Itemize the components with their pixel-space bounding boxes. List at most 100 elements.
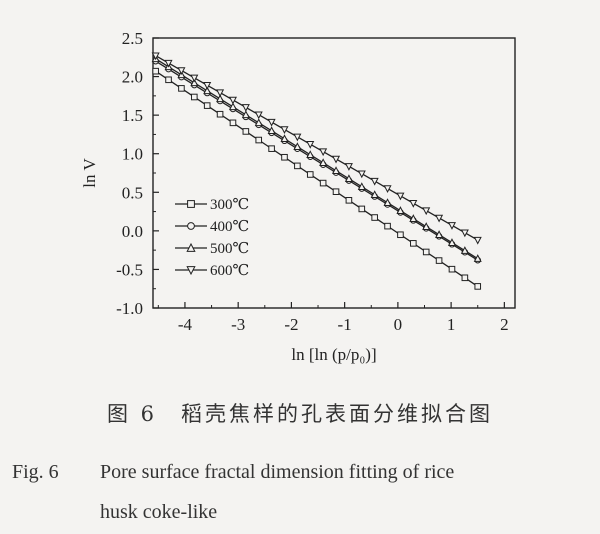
data-point (332, 188, 340, 195)
y-tick-label: 2.5 (122, 29, 143, 48)
x-tick-label: 0 (394, 315, 403, 334)
data-point (319, 179, 327, 187)
data-point (190, 74, 199, 83)
x-tick-label: -1 (338, 315, 352, 334)
x-tick-label: 2 (500, 315, 509, 334)
data-point (383, 185, 392, 193)
data-point (332, 155, 341, 164)
data-point (448, 265, 456, 273)
y-tick-label: -1.0 (116, 299, 143, 318)
data-point (319, 148, 328, 157)
data-point (371, 214, 378, 221)
legend-label: 300℃ (210, 197, 249, 213)
data-point (384, 222, 391, 230)
legend-label: 400℃ (210, 219, 249, 235)
data-point (228, 96, 237, 105)
legend-marker (186, 242, 196, 252)
data-point (281, 153, 288, 161)
data-point (267, 118, 276, 127)
y-tick-label: 2.0 (122, 68, 143, 87)
data-point (358, 205, 366, 213)
x-tick-label: -2 (284, 315, 298, 334)
caption-english: Fig. 6 Pore surface fractal dimension fit… (12, 452, 590, 532)
data-point (435, 230, 444, 238)
data-point (357, 170, 366, 179)
data-point (280, 126, 289, 134)
data-point (151, 52, 160, 61)
caption-english-line-1: Pore surface fractal dimension fitting o… (100, 461, 455, 483)
data-point (280, 134, 289, 143)
data-point (203, 86, 212, 95)
data-point (152, 67, 159, 75)
data-point (178, 85, 185, 92)
data-point (460, 246, 469, 254)
x-tick-label: 1 (447, 315, 456, 334)
data-point (293, 133, 302, 142)
data-point (332, 166, 341, 175)
data-point (422, 222, 431, 230)
data-point (460, 229, 469, 238)
data-point (294, 162, 301, 170)
legend-label: 500℃ (210, 241, 249, 257)
data-point (267, 126, 276, 135)
data-point (345, 197, 353, 204)
data-point (473, 236, 482, 245)
data-point (447, 238, 456, 246)
y-axis-label: ln V (80, 158, 99, 188)
data-point (203, 102, 211, 109)
data-point (383, 198, 392, 206)
data-point (319, 158, 328, 167)
data-point (473, 254, 482, 262)
data-point (306, 150, 315, 159)
x-tick-label: -3 (231, 315, 245, 334)
data-point (228, 102, 237, 111)
data-point (447, 222, 456, 230)
y-tick-label: 0.5 (122, 183, 143, 202)
caption-chinese: 图 6 稻壳焦样的孔表面分维拟合图 (106, 402, 494, 426)
data-point (396, 206, 405, 214)
data-point (293, 142, 302, 151)
data-point (177, 67, 186, 75)
data-point (422, 207, 431, 216)
data-point (203, 81, 212, 90)
chart: -4 -3 -2 -1 0 1 2 2.5 2.0 1.5 1.0 0.5 0.0 -0.5 -1.0 ln … (80, 29, 516, 364)
plot-area: -4 -3 -2 -1 0 1 2 2.5 2.0 1.5 1.0 0.5 0.0 -0.5 -1.0 ln … (80, 29, 516, 364)
legend-marker (186, 266, 196, 276)
data-point (370, 190, 379, 198)
legend-marker (187, 200, 195, 208)
data-point (357, 182, 366, 191)
data-point (461, 274, 469, 282)
data-point (165, 76, 172, 84)
data-point (190, 78, 199, 87)
data-point (474, 283, 482, 290)
data-point (216, 89, 225, 98)
y-tick-label: 1.0 (122, 145, 143, 164)
data-point (306, 140, 315, 149)
data-point (422, 248, 430, 256)
data-point (255, 136, 263, 144)
caption-figure-number: Fig. 6 (12, 461, 59, 483)
data-point (216, 110, 224, 118)
y-tick-label: 0.0 (122, 222, 143, 241)
legend-marker (187, 222, 195, 230)
data-point (410, 240, 417, 247)
data-point (242, 128, 250, 135)
data-point (409, 199, 418, 208)
data-point (396, 192, 405, 201)
data-point (164, 59, 173, 68)
caption-english-line-2: husk coke-like (100, 501, 218, 523)
series-line (155, 60, 479, 261)
data-point (306, 171, 314, 178)
y-tick-label: -0.5 (116, 260, 143, 279)
data-point (241, 104, 250, 112)
data-point (435, 214, 444, 223)
x-axis-label: ln [ln (p/p₀)] (291, 345, 376, 364)
data-point (229, 119, 237, 127)
data-point (344, 174, 353, 183)
data-point (254, 118, 263, 127)
data-point (409, 214, 418, 222)
x-tick-label: -4 (178, 315, 193, 334)
data-point (216, 94, 225, 103)
data-point (254, 111, 263, 120)
legend-label: 600℃ (210, 263, 249, 279)
